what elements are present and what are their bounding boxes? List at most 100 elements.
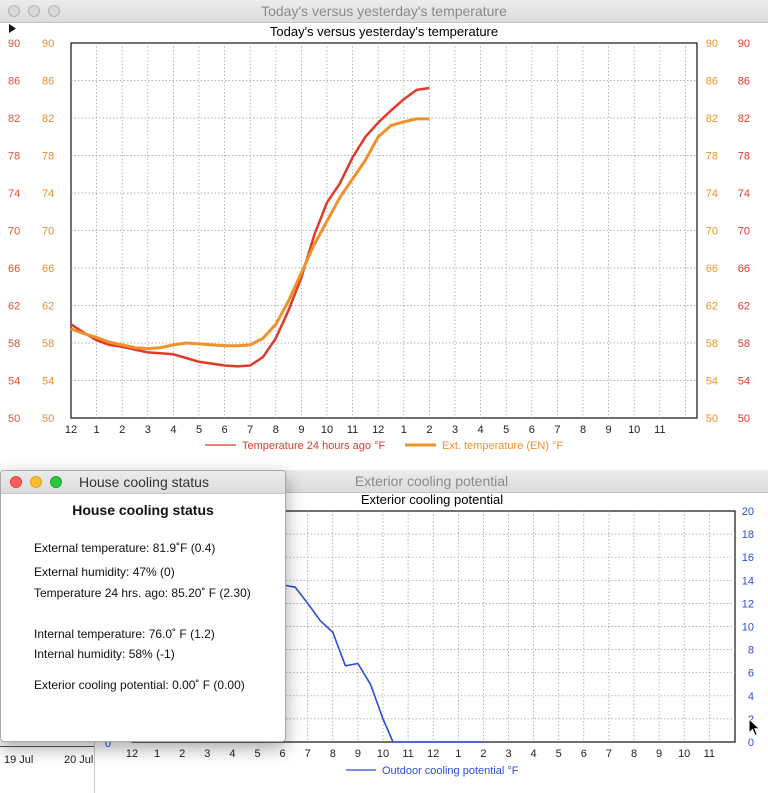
minimize-button[interactable] [28, 5, 40, 17]
x-tick-label: 1 [154, 748, 160, 760]
y-tick-label: 78 [706, 151, 718, 163]
temperature-window-titlebar[interactable]: Today's versus yesterday's temperature [0, 0, 768, 23]
y-tick-label: 16 [742, 552, 754, 564]
minimize-button[interactable] [30, 476, 42, 488]
background-date-label: 20 Jul [64, 754, 94, 766]
y-tick-label: 70 [738, 226, 750, 238]
x-tick-label: 1 [401, 424, 407, 436]
window-title: Today's versus yesterday's temperature [261, 3, 507, 19]
y-tick-label: 10 [742, 622, 754, 634]
y-tick-label: 62 [738, 301, 750, 313]
x-tick-label: 12 [372, 424, 384, 436]
close-button[interactable] [10, 476, 22, 488]
x-tick-label: 12 [126, 748, 138, 760]
legend-label: Ext. temperature (EN) °F [442, 440, 563, 452]
y-tick-label: 50 [706, 413, 718, 425]
mouse-cursor [748, 718, 761, 737]
y-tick-label: 90 [42, 38, 54, 50]
y-tick-label: 62 [706, 301, 718, 313]
x-tick-label: 12 [65, 424, 77, 436]
y-tick-label: 54 [706, 376, 718, 388]
y-tick-label: 54 [738, 376, 750, 388]
x-tick-label: 10 [678, 748, 690, 760]
legend-label: Outdoor cooling potential °F [382, 765, 519, 777]
x-tick-label: 7 [247, 424, 253, 436]
internal-humidity-text: Internal humidity: 58% (-1) [34, 647, 175, 661]
x-tick-label: 10 [377, 748, 389, 760]
y-tick-label: 62 [8, 301, 20, 313]
house-cooling-status-titlebar[interactable]: House cooling status [1, 471, 285, 494]
x-tick-label: 10 [628, 424, 640, 436]
y-tick-label: 50 [738, 413, 750, 425]
x-tick-label: 11 [402, 748, 413, 760]
legend-label: Temperature 24 hours ago °F [242, 440, 385, 452]
close-button[interactable] [8, 5, 20, 17]
external-humidity-text: External humidity: 47% (0) [34, 565, 175, 579]
x-tick-label: 11 [704, 748, 715, 760]
y-tick-label: 74 [738, 188, 750, 200]
y-tick-label: 82 [738, 113, 750, 125]
x-tick-label: 1 [94, 424, 100, 436]
x-tick-label: 9 [355, 748, 361, 760]
x-tick-label: 4 [478, 424, 484, 436]
y-tick-label: 70 [8, 226, 20, 238]
y-tick-label: 0 [105, 738, 111, 750]
y-tick-label: 58 [42, 338, 54, 350]
y-tick-label: 0 [748, 737, 754, 749]
x-tick-label: 4 [229, 748, 235, 760]
background-axis-line [0, 746, 94, 747]
x-tick-label: 4 [531, 748, 537, 760]
y-tick-label: 58 [8, 338, 20, 350]
x-tick-label: 8 [330, 748, 336, 760]
y-tick-label: 18 [742, 529, 754, 541]
chart-title: Exterior cooling potential [361, 492, 503, 507]
temperature-window: Today's versus yesterday's temperature T… [0, 0, 768, 452]
y-tick-label: 54 [8, 376, 20, 388]
y-tick-label: 66 [8, 263, 20, 275]
x-tick-label: 2 [426, 424, 432, 436]
external-temperature-text: External temperature: 81.9˚F (0.4) [34, 541, 216, 555]
y-tick-label: 78 [738, 151, 750, 163]
x-tick-label: 7 [554, 424, 560, 436]
y-tick-label: 90 [738, 38, 750, 50]
house-cooling-status-window: House cooling status House cooling statu… [0, 470, 286, 742]
y-tick-label: 82 [42, 113, 54, 125]
x-tick-label: 6 [280, 748, 286, 760]
y-tick-label: 70 [706, 226, 718, 238]
x-tick-label: 1 [455, 748, 461, 760]
x-tick-label: 2 [179, 748, 185, 760]
x-tick-label: 10 [321, 424, 333, 436]
y-tick-label: 12 [742, 598, 754, 610]
y-tick-label: 90 [8, 38, 20, 50]
y-tick-label: 86 [8, 76, 20, 88]
x-tick-label: 8 [580, 424, 586, 436]
background-window-fragment: 19 Jul 20 Jul [0, 740, 94, 793]
y-tick-label: 66 [706, 263, 718, 275]
window-title: Exterior cooling potential [354, 473, 509, 489]
x-tick-label: 9 [656, 748, 662, 760]
x-tick-label: 6 [529, 424, 535, 436]
zoom-button[interactable] [50, 476, 62, 488]
zoom-button[interactable] [48, 5, 60, 17]
x-tick-label: 6 [581, 748, 587, 760]
cooling-potential-text: Exterior cooling potential: 0.00˚ F (0.0… [34, 678, 245, 692]
background-date-label: 19 Jul [4, 754, 34, 766]
y-tick-label: 20 [742, 506, 754, 518]
y-tick-label: 58 [706, 338, 718, 350]
series-line [70, 117, 430, 351]
status-heading: House cooling status [72, 502, 214, 518]
y-tick-label: 82 [8, 113, 20, 125]
y-tick-label: 78 [8, 151, 20, 163]
x-tick-label: 7 [305, 748, 311, 760]
x-tick-label: 2 [119, 424, 125, 436]
x-tick-label: 5 [254, 748, 260, 760]
y-tick-label: 14 [742, 575, 754, 587]
x-tick-label: 3 [204, 748, 210, 760]
y-tick-label: 74 [8, 188, 20, 200]
x-tick-label: 11 [347, 424, 358, 436]
x-tick-label: 5 [503, 424, 509, 436]
x-tick-label: 9 [606, 424, 612, 436]
x-tick-label: 5 [196, 424, 202, 436]
y-tick-label: 8 [748, 645, 754, 657]
x-tick-label: 4 [170, 424, 176, 436]
